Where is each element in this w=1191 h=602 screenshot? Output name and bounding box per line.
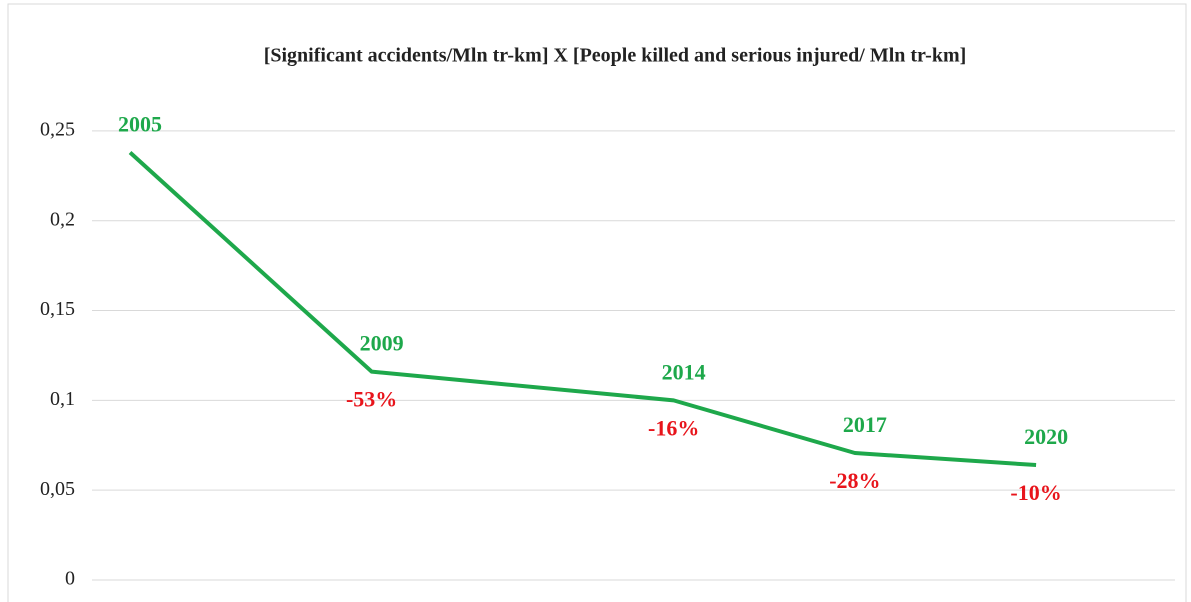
y-tick-label: 0,05	[40, 478, 75, 500]
y-tick-label: 0,25	[40, 119, 75, 141]
year-label: 2009	[360, 331, 404, 356]
year-label: 2017	[843, 412, 887, 437]
data-line	[128, 150, 1037, 468]
change-label: -10%	[1010, 480, 1061, 505]
chart-title: [Significant accidents/Mln tr-km] X [Peo…	[264, 45, 967, 67]
y-tick-label: 0,2	[50, 208, 75, 230]
change-label: -16%	[648, 415, 699, 440]
y-tick-label: 0,1	[50, 388, 75, 410]
y-tick-label: 0	[65, 568, 75, 590]
change-label: -28%	[829, 468, 880, 493]
y-tick-label: 0,15	[40, 298, 75, 320]
year-label: 2014	[662, 359, 706, 384]
year-label: 2005	[118, 112, 162, 137]
change-label: -53%	[346, 387, 397, 412]
chart-border	[7, 3, 1187, 602]
year-label: 2020	[1024, 424, 1068, 449]
